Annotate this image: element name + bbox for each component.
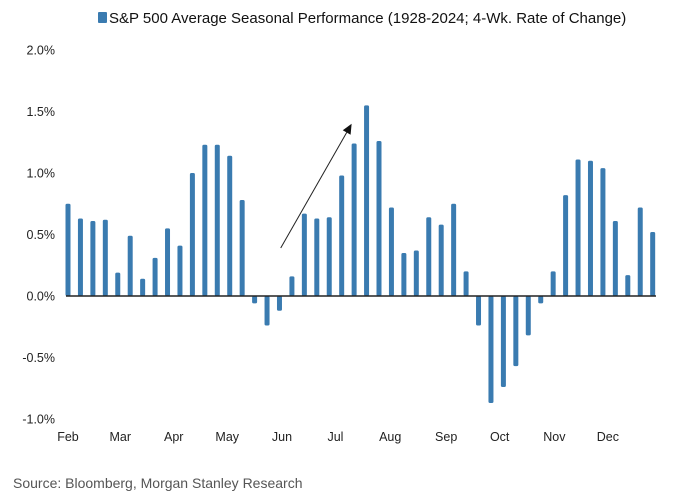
bar	[376, 141, 382, 296]
bar	[513, 296, 519, 367]
bar	[538, 296, 544, 304]
x-tick-label: Nov	[543, 430, 566, 444]
bar	[177, 245, 183, 296]
bar	[189, 173, 195, 296]
y-tick-label: -0.5%	[22, 351, 55, 365]
bar	[314, 218, 320, 296]
bar	[476, 296, 482, 326]
arrow-line	[280, 132, 348, 249]
bar	[339, 175, 345, 296]
bar	[612, 220, 618, 296]
x-tick-label: Dec	[597, 430, 619, 444]
bar	[252, 296, 258, 304]
x-tick-label: Jun	[272, 430, 292, 444]
bar	[264, 296, 270, 326]
bar	[550, 271, 556, 296]
bar	[401, 252, 407, 296]
bar	[65, 203, 71, 296]
legend: S&P 500 Average Seasonal Performance (19…	[98, 10, 626, 27]
x-tick-label: May	[215, 430, 239, 444]
bar	[600, 168, 606, 296]
y-tick-label: -1.0%	[22, 413, 55, 427]
x-tick-label: Apr	[164, 430, 183, 444]
bar	[351, 143, 357, 296]
bar	[451, 203, 457, 296]
x-tick-label: Jul	[327, 430, 343, 444]
bar	[152, 257, 158, 296]
bar	[239, 200, 245, 296]
bar	[500, 296, 506, 388]
x-tick-label: Feb	[57, 430, 79, 444]
bar	[650, 232, 656, 296]
bar	[102, 219, 108, 296]
y-tick-label: 0.0%	[27, 290, 56, 304]
bar	[326, 217, 332, 296]
source-note: Source: Bloomberg, Morgan Stanley Resear…	[13, 475, 303, 491]
x-tick-label: Sep	[435, 430, 457, 444]
bar	[202, 144, 208, 296]
x-tick-label: Aug	[379, 430, 401, 444]
arrow-head-icon	[342, 123, 352, 135]
bar	[127, 235, 133, 296]
chart-title: S&P 500 Average Seasonal Performance (19…	[109, 10, 626, 27]
annotations	[280, 123, 352, 249]
bar	[637, 207, 643, 296]
x-tick-label: Mar	[109, 430, 131, 444]
bar	[90, 220, 96, 296]
bar	[438, 224, 444, 296]
x-axis: Feb Mar Apr May Jun Jul Aug Sep Oct Nov Dec	[57, 430, 619, 444]
chart: S&P 500 Average Seasonal Performance (19…	[22, 10, 656, 444]
bar	[625, 275, 631, 296]
bar	[563, 195, 569, 296]
bar	[488, 296, 494, 404]
bar	[276, 296, 282, 311]
y-tick-label: 1.0%	[27, 167, 56, 181]
bar	[77, 218, 83, 296]
bar	[165, 228, 171, 296]
bar	[214, 144, 220, 296]
bar	[587, 160, 593, 296]
bar	[364, 105, 370, 296]
bar	[413, 250, 419, 296]
bar	[301, 213, 307, 296]
y-axis: 2.0% 1.5% 1.0% 0.5% 0.0% -0.5% -1.0%	[22, 44, 55, 427]
y-tick-label: 1.5%	[27, 105, 56, 119]
x-tick-label: Oct	[490, 430, 510, 444]
bar	[575, 159, 581, 296]
bar	[426, 217, 432, 296]
bars	[65, 105, 656, 404]
bar	[115, 272, 121, 296]
bar	[289, 276, 295, 296]
bar	[227, 155, 233, 296]
y-tick-label: 2.0%	[27, 44, 56, 58]
bar	[140, 278, 146, 296]
y-tick-label: 0.5%	[27, 228, 56, 242]
bar	[525, 296, 531, 336]
legend-swatch	[98, 12, 107, 23]
bar	[388, 207, 394, 296]
bar	[463, 271, 469, 296]
